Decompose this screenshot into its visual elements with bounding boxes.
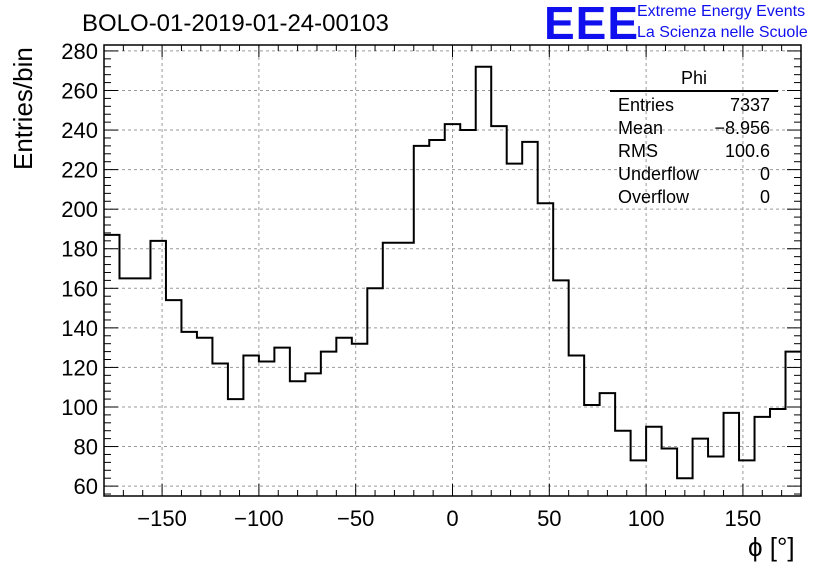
x-tick-label: 100 (628, 506, 665, 531)
y-tick-label: 140 (61, 316, 98, 341)
y-tick-label: 280 (61, 39, 98, 64)
stats-label: Mean (618, 118, 664, 138)
chart-title: BOLO-01-2019-01-24-00103 (82, 10, 389, 37)
y-tick-label: 80 (74, 435, 98, 460)
y-tick-label: 100 (61, 395, 98, 420)
stats-row: Entries 7337 (610, 94, 778, 117)
plot-frame (103, 44, 802, 497)
x-tick-label: 150 (725, 506, 762, 531)
y-tick-label: 120 (61, 355, 98, 380)
stats-value: 7337 (729, 95, 770, 115)
logo-line-1: Extreme Energy Events (637, 3, 806, 20)
y-tick-label: 220 (61, 158, 98, 183)
stats-row: Overflow 0 (610, 186, 778, 209)
x-tick-label: −150 (137, 506, 187, 531)
stats-value: 0 (759, 187, 770, 207)
histogram-line (104, 65, 801, 480)
stats-value: −8.956 (714, 118, 770, 138)
logo-line-2: La Scienza nelle Scuole (637, 24, 808, 41)
y-tick-label: 180 (61, 237, 98, 262)
eee-logo: EEE (544, 0, 640, 49)
x-tick-label: −100 (234, 506, 284, 531)
x-axis-label: ϕ [°] (748, 532, 795, 562)
y-tick-label: 260 (61, 78, 98, 103)
x-tick-label: −50 (337, 506, 374, 531)
stats-value: 0 (759, 164, 770, 184)
stats-row: Mean −8.956 (610, 117, 778, 140)
stats-label: Entries (618, 95, 675, 115)
stats-label: Underflow (618, 164, 700, 184)
y-tick-label: 160 (61, 276, 98, 301)
stats-label: RMS (618, 141, 658, 161)
y-tick-label: 60 (74, 474, 98, 499)
stats-row: Underflow 0 (610, 163, 778, 186)
stats-box: Phi Entries 7337 Mean −8.956 RMS 100.6 U… (610, 68, 778, 209)
y-axis-label: Entries/bin (8, 47, 38, 170)
stats-value: 100.6 (724, 141, 770, 161)
y-tick-label: 200 (61, 197, 98, 222)
x-tick-label: 0 (446, 506, 458, 531)
stats-label: Overflow (618, 187, 690, 207)
y-tick-label: 240 (61, 118, 98, 143)
stats-title: Phi (610, 68, 778, 92)
x-tick-label: 50 (537, 506, 561, 531)
stats-row: RMS 100.6 (610, 140, 778, 163)
